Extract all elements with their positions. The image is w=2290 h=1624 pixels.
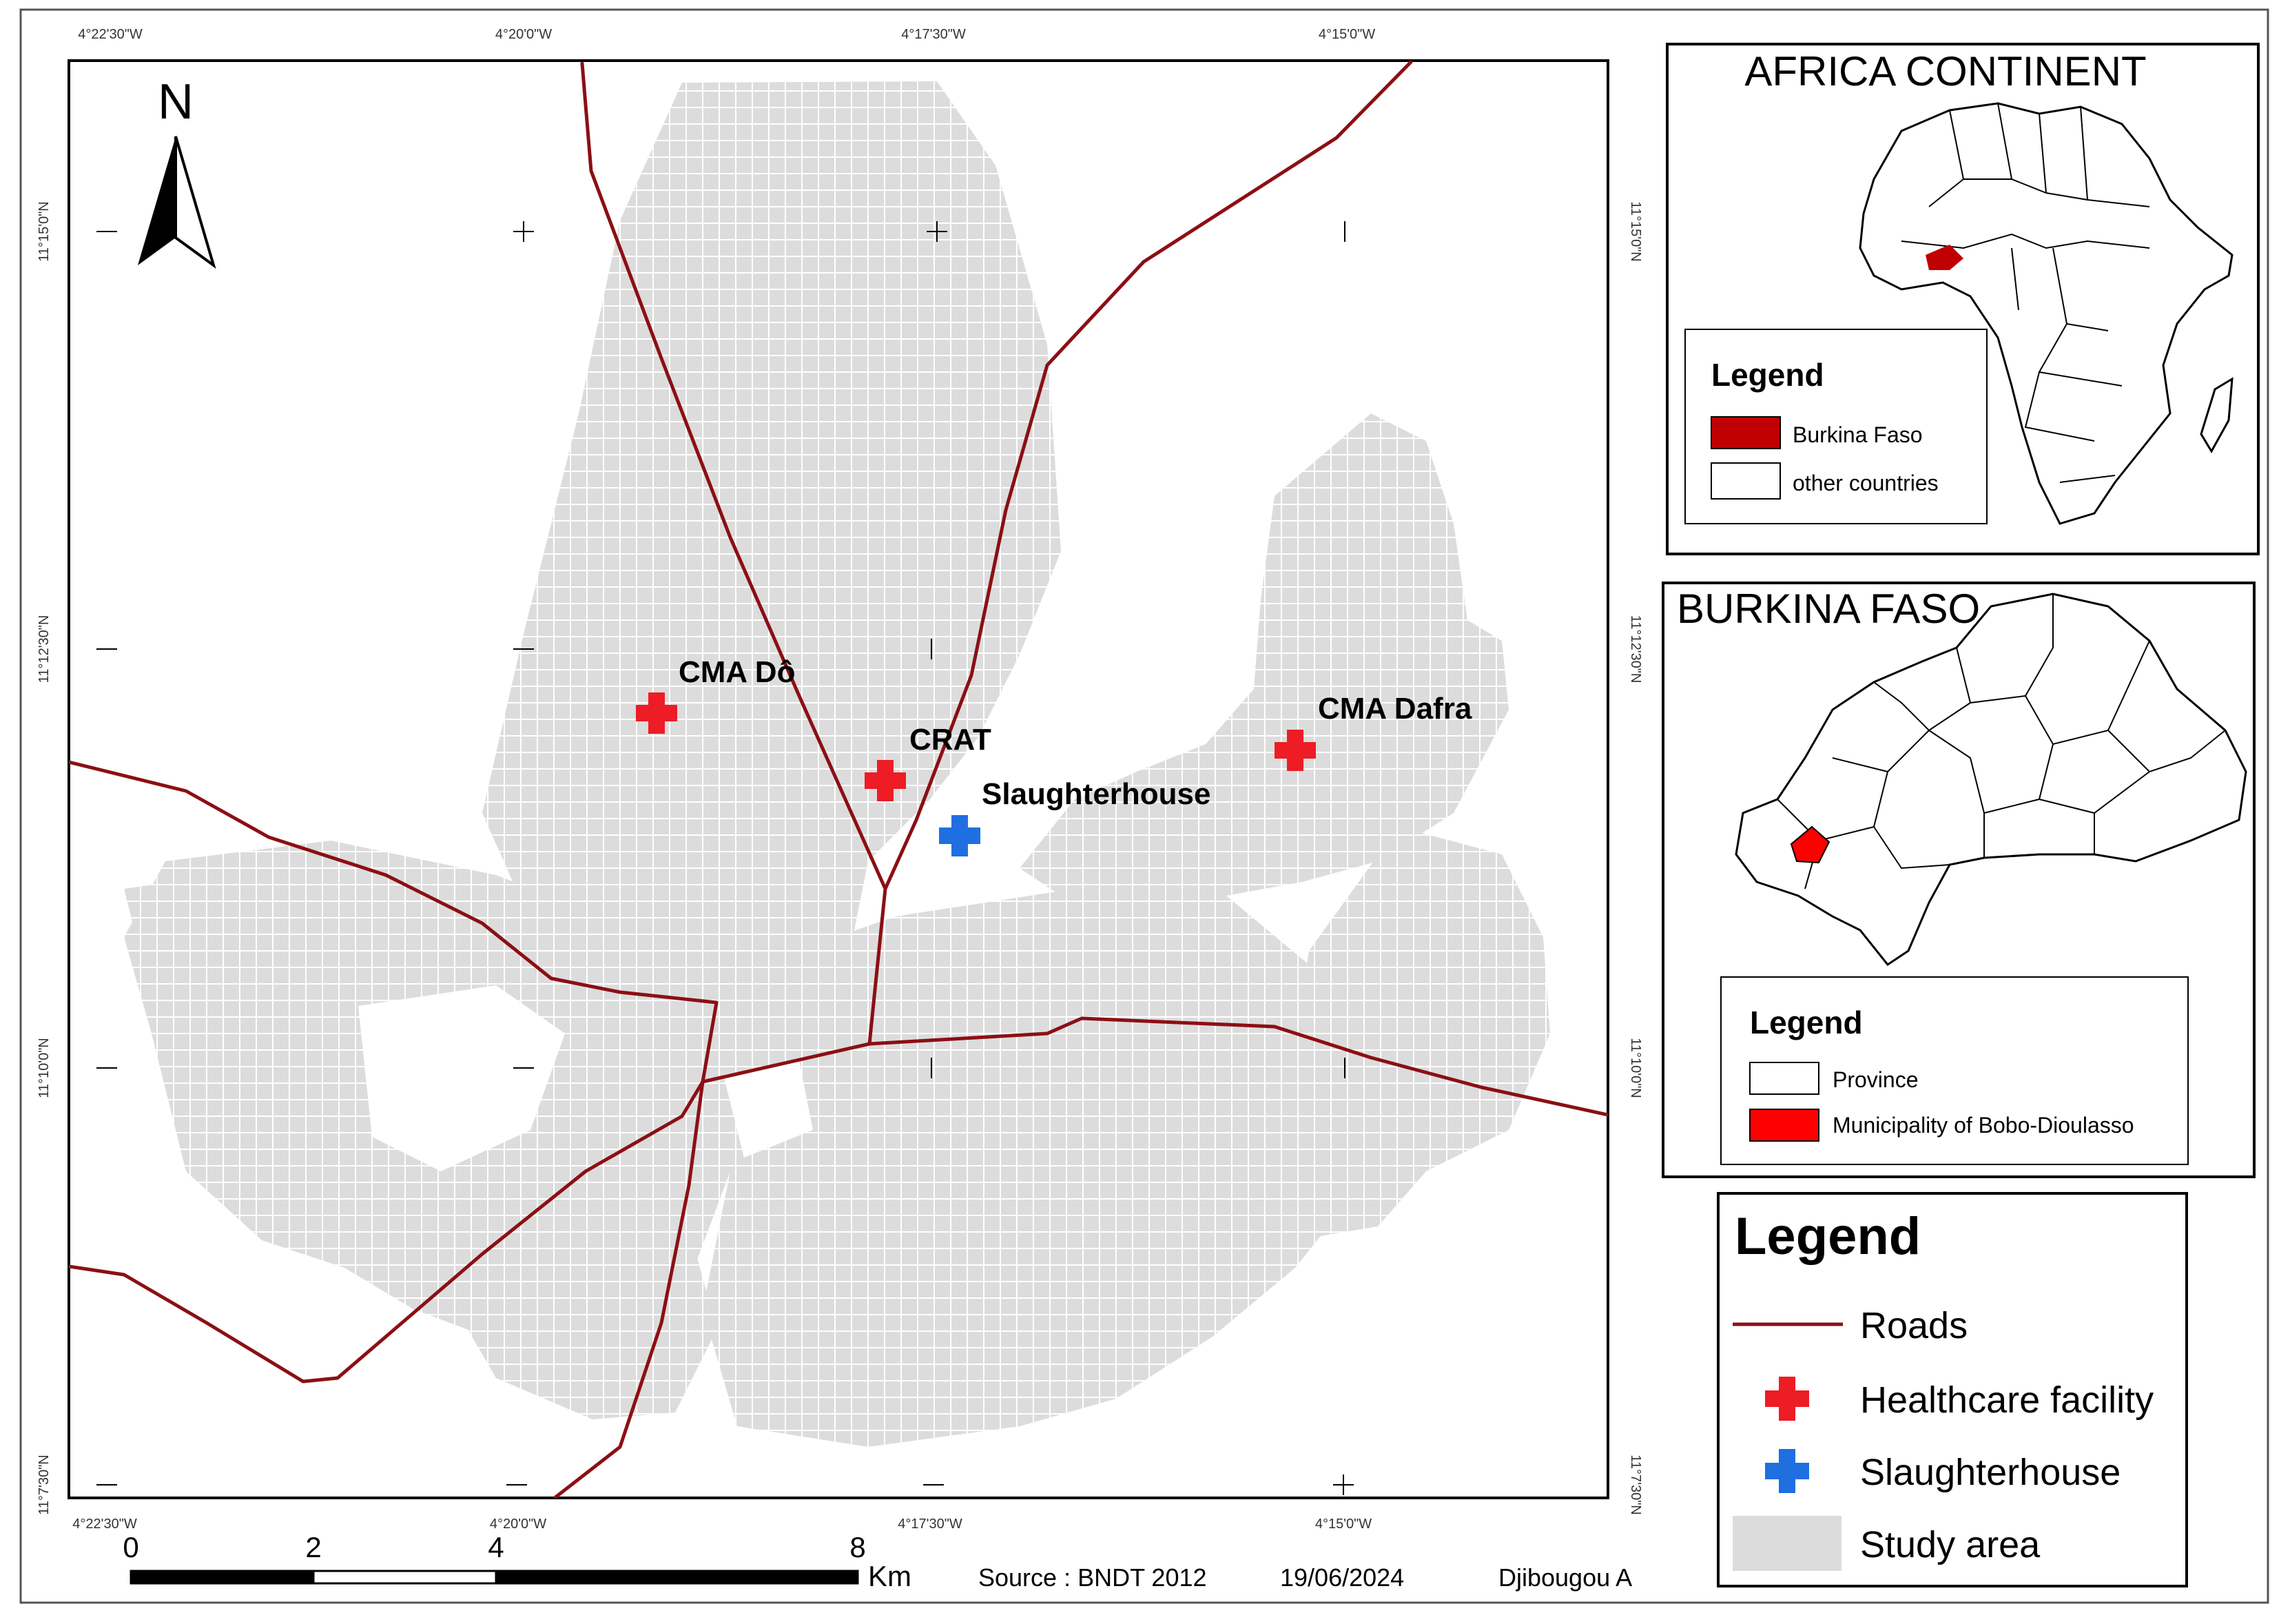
study-area-center <box>703 889 1385 1447</box>
graticule-bottom-3: 4°17'30"W <box>898 1517 962 1532</box>
graticule-left-3: 11°10'0"N <box>37 1038 52 1098</box>
burkina-inset: BURKINA FASO Legend Province Municipalit… <box>1662 582 2256 1178</box>
label-crat: CRAT <box>909 723 991 757</box>
main-map: N CMA Dô CRAT Slaughterhouse CMA Dafra 4… <box>37 27 1643 1532</box>
healthcare-facility-crat <box>865 760 906 801</box>
legend-healthcare-cross-icon <box>1765 1377 1809 1421</box>
scale-tick-0: 0 <box>123 1531 138 1563</box>
graticule-bottom-4: 4°15'0"W <box>1315 1517 1372 1532</box>
study-area-north <box>482 81 1061 992</box>
province-borders <box>1777 594 2226 890</box>
label-slaughterhouse: Slaughterhouse <box>982 777 1211 811</box>
burkina-legend-swatch-municipality <box>1749 1109 1819 1142</box>
legend-item-study-area: Study area <box>1860 1524 2041 1565</box>
graticule-left-4: 11°7'30"N <box>37 1455 52 1515</box>
study-area-west-edge <box>124 882 179 944</box>
healthcare-facility-cma-dafra <box>1275 730 1316 771</box>
burkina-highlight <box>1926 245 1963 270</box>
africa-legend-item-other: other countries <box>1793 471 1939 495</box>
africa-borders <box>1901 103 2150 483</box>
graticule-left-2: 11°12'30"N <box>37 615 52 683</box>
graticule-top-1: 4°22'30"W <box>78 27 143 42</box>
scale-segment <box>312 1570 497 1585</box>
road-south <box>553 1080 705 1498</box>
scale-segment <box>495 1570 859 1585</box>
north-label: N <box>158 74 194 130</box>
footer-source: Source : BNDT 2012 <box>978 1563 1207 1592</box>
graticule-right-2: 11°12'30"N <box>1628 615 1643 683</box>
label-cma-do: CMA Dô <box>679 655 795 689</box>
africa-inset: AFRICA CONTINENT Legend Burkina Faso oth… <box>1666 43 2260 555</box>
north-arrow: N <box>138 74 216 269</box>
burkina-legend-item-municipality: Municipality of Bobo-Dioulasso <box>1833 1113 2134 1138</box>
scale-tick-8: 8 <box>849 1531 865 1563</box>
healthcare-facility-cma-do <box>636 692 677 734</box>
africa-legend-swatch-burkina <box>1711 416 1781 449</box>
road-north-west <box>580 61 887 891</box>
footer-date: 19/06/2024 <box>1280 1563 1404 1592</box>
africa-outline <box>1859 102 2234 525</box>
legend-slaughterhouse-cross-icon <box>1765 1449 1809 1493</box>
graticule-bottom-2: 4°20'0"W <box>490 1517 546 1532</box>
graticule-top-2: 4°20'0"W <box>495 27 552 42</box>
scale-segment <box>130 1570 315 1585</box>
burkina-outline <box>1735 593 2247 967</box>
road-east <box>867 1016 1608 1117</box>
healthcare-cross-icon <box>636 692 677 734</box>
burkina-inset-title: BURKINA FASO <box>1677 586 1980 632</box>
label-cma-dafra: CMA Dafra <box>1318 692 1472 726</box>
graticule-marks <box>96 221 1354 1495</box>
scale-bar: 0 2 4 8 Km <box>123 1531 911 1592</box>
graticule-right-1: 11°15'0"N <box>1628 201 1643 262</box>
study-area <box>124 81 1550 1447</box>
slaughterhouse-marker <box>939 815 980 856</box>
open-area <box>723 1061 813 1158</box>
municipality-highlight <box>1790 825 1830 864</box>
main-legend-title: Legend <box>1735 1207 1921 1266</box>
burkina-legend-title: Legend <box>1750 1005 1863 1040</box>
burkina-legend-item-province: Province <box>1833 1067 1919 1092</box>
scale-tick-4: 4 <box>488 1531 504 1563</box>
legend-study-area-swatch <box>1733 1516 1842 1571</box>
road-west-junction <box>701 1000 719 1084</box>
legend-item-roads: Roads <box>1860 1305 1968 1346</box>
graticule-right-4: 11°7'30"N <box>1628 1455 1643 1515</box>
road-center-south <box>867 887 887 1046</box>
healthcare-cross-icon <box>1275 730 1316 771</box>
slaughterhouse-cross-icon <box>939 815 980 856</box>
healthcare-cross-icon <box>865 760 906 801</box>
scale-unit: Km <box>868 1560 911 1592</box>
road-west <box>69 760 719 1005</box>
north-arrow-left <box>138 136 176 265</box>
scale-tick-2: 2 <box>305 1531 321 1563</box>
africa-inset-title: AFRICA CONTINENT <box>1744 48 2146 94</box>
open-area <box>358 985 565 1171</box>
graticule-right-3: 11°10'0"N <box>1628 1038 1643 1098</box>
legend-item-slaughterhouse: Slaughterhouse <box>1860 1452 2121 1493</box>
graticule-top-3: 4°17'30"W <box>901 27 966 42</box>
africa-legend-item-burkina: Burkina Faso <box>1793 422 1923 447</box>
graticule-left-1: 11°15'0"N <box>37 201 52 262</box>
graticule-bottom-1: 4°22'30"W <box>72 1517 137 1532</box>
africa-legend-title: Legend <box>1711 357 1824 393</box>
road-north-east <box>883 61 1413 891</box>
north-arrow-right <box>174 136 216 269</box>
road-southwest <box>69 1114 684 1384</box>
graticule-top-4: 4°15'0"W <box>1319 27 1375 42</box>
africa-legend-swatch-other <box>1711 462 1781 500</box>
main-legend: Legend Roads Healthcare facility Slaught… <box>1717 1192 2188 1587</box>
footer-author: Djibougou A <box>1498 1563 1632 1592</box>
roads <box>69 61 1608 1498</box>
burkina-legend-swatch-province <box>1749 1062 1819 1095</box>
study-area-east <box>1020 413 1509 909</box>
legend-item-healthcare: Healthcare facility <box>1860 1379 2154 1421</box>
figure-border <box>19 8 2269 1604</box>
madagascar-outline <box>2200 377 2234 453</box>
open-areas <box>358 985 813 1171</box>
